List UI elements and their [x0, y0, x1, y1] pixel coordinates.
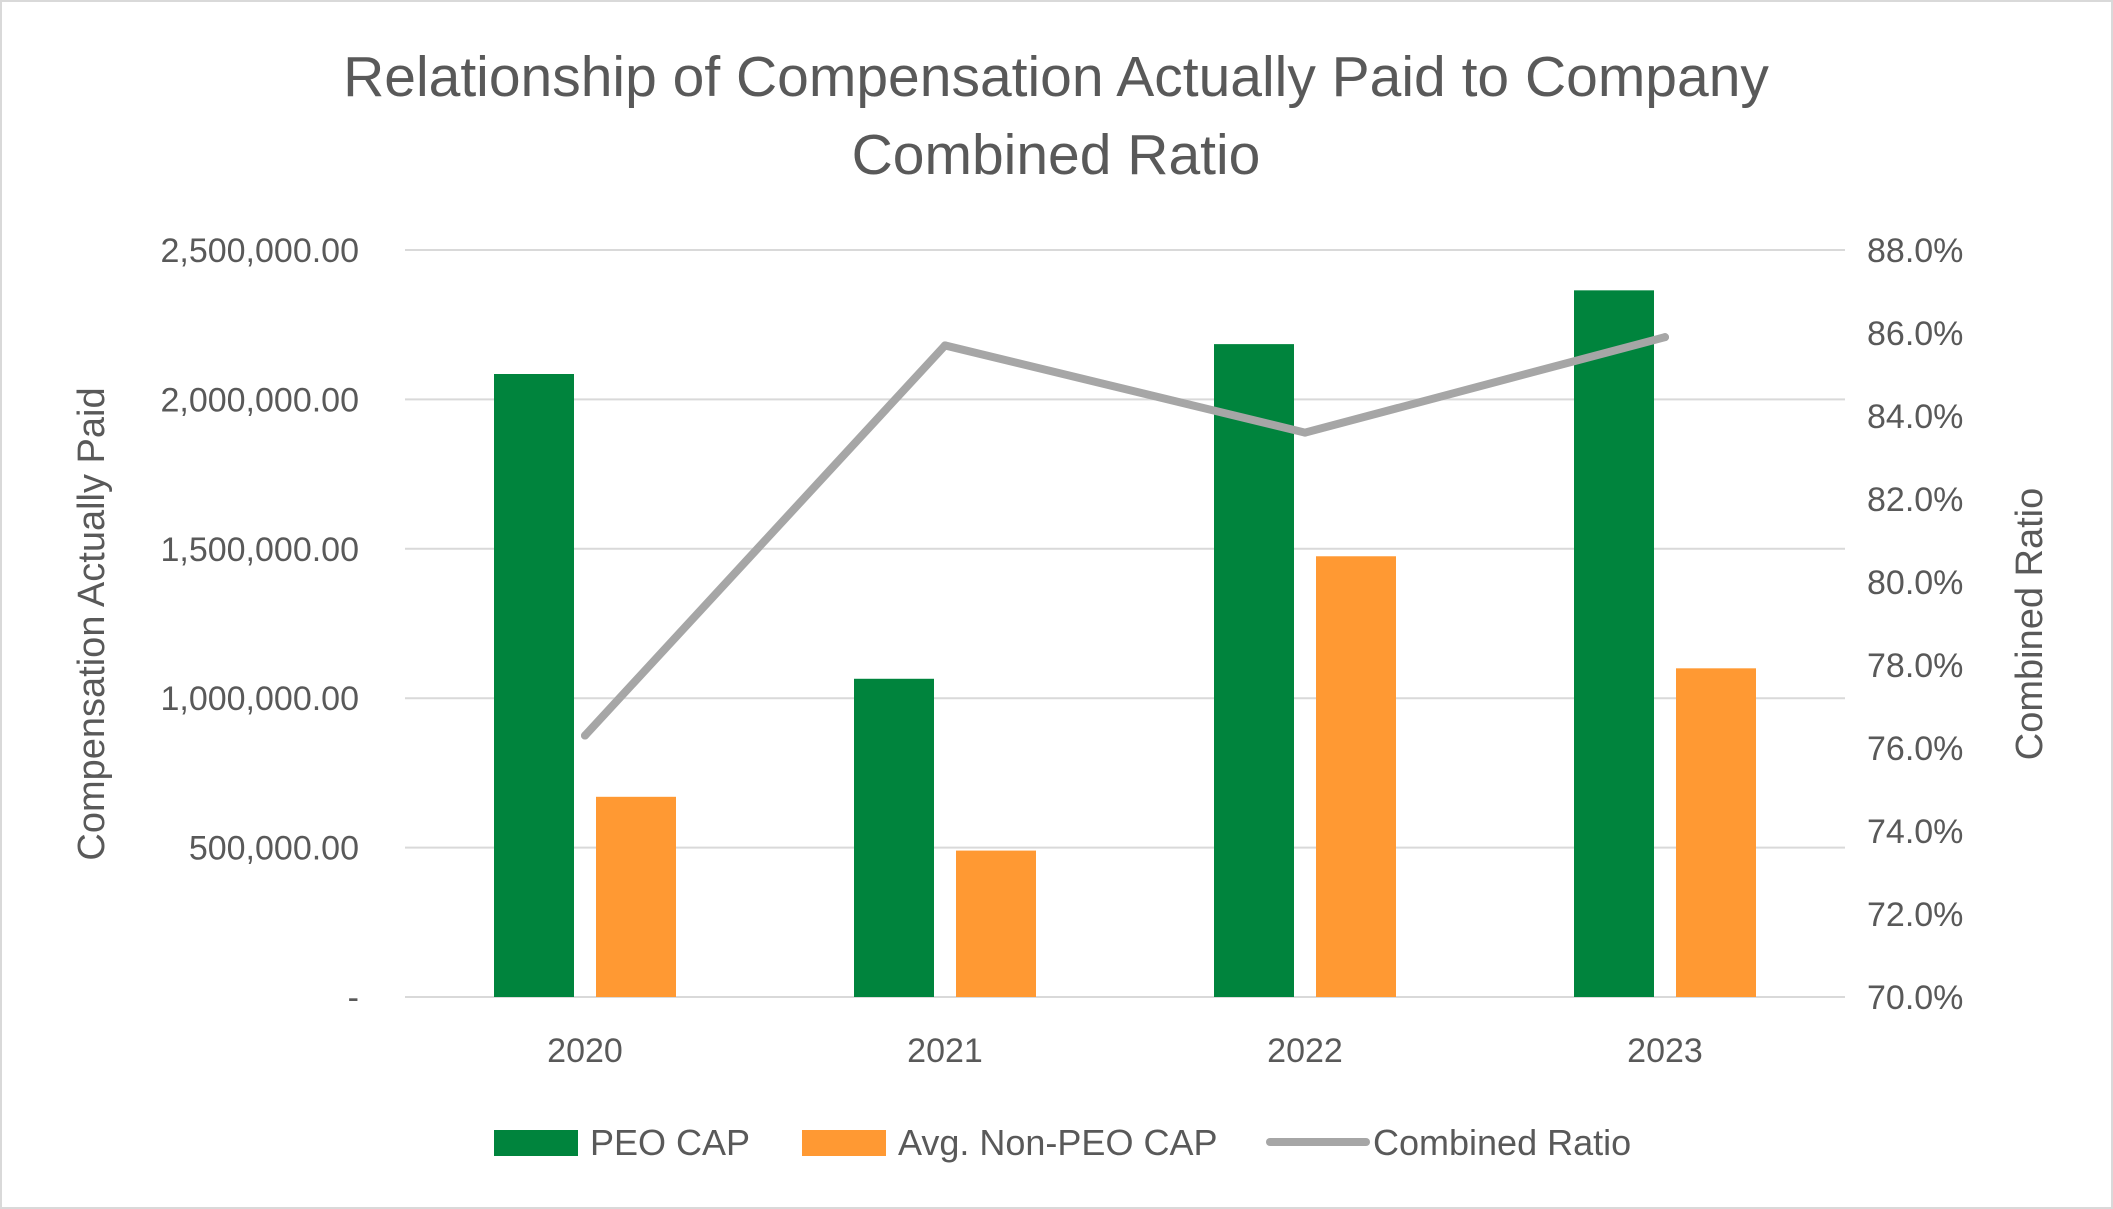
- legend-swatch-peo-cap: [494, 1130, 578, 1156]
- legend: PEO CAP Avg. Non-PEO CAP Combined Ratio: [494, 1122, 1631, 1163]
- left-tick-label: 2,000,000.00: [160, 381, 359, 419]
- x-tick-label: 2022: [1267, 1032, 1343, 1070]
- bar-avg-non-peo-cap-2022: [1316, 556, 1396, 997]
- left-tick-label: 2,500,000.00: [160, 232, 359, 270]
- bar-peo-cap-2020: [494, 374, 574, 997]
- right-tick-label: 88.0%: [1867, 232, 1963, 270]
- bar-peo-cap-2023: [1574, 290, 1654, 997]
- x-tick-label: 2021: [907, 1032, 983, 1070]
- line-series: [581, 333, 1669, 740]
- right-tick-label: 84.0%: [1867, 398, 1963, 436]
- legend-label-peo-cap: PEO CAP: [590, 1122, 750, 1163]
- legend-label-combined-ratio: Combined Ratio: [1373, 1122, 1631, 1163]
- left-tick-label: 1,500,000.00: [160, 531, 359, 569]
- x-axis-ticks: 2020 2021 2022 2023: [547, 1032, 1703, 1070]
- right-tick-label: 80.0%: [1867, 564, 1963, 602]
- point-combined-ratio-2020: [581, 731, 589, 740]
- chart-title-line-1: Relationship of Compensation Actually Pa…: [343, 45, 1769, 109]
- right-axis-label: Combined Ratio: [2009, 488, 2051, 760]
- legend-swatch-avg-non-peo-cap: [802, 1130, 886, 1156]
- left-tick-label: 1,000,000.00: [160, 680, 359, 718]
- chart-title: Relationship of Compensation Actually Pa…: [343, 45, 1769, 187]
- right-tick-label: 72.0%: [1867, 896, 1963, 934]
- right-tick-label: 74.0%: [1867, 813, 1963, 851]
- bar-avg-non-peo-cap-2023: [1676, 668, 1756, 997]
- bar-peo-cap-2021: [854, 678, 934, 997]
- point-combined-ratio-2023: [1661, 333, 1669, 342]
- right-tick-label: 70.0%: [1867, 979, 1963, 1017]
- right-tick-label: 78.0%: [1867, 647, 1963, 685]
- bar-avg-non-peo-cap-2021: [956, 850, 1036, 997]
- line-combined-ratio: [581, 333, 1669, 740]
- bar-peo-cap-2022: [1214, 344, 1294, 997]
- point-combined-ratio-2022: [1301, 428, 1309, 437]
- x-tick-label: 2020: [547, 1032, 623, 1070]
- right-axis-ticks: 70.0% 72.0% 74.0% 76.0% 78.0% 80.0% 82.0% 84.0%…: [1867, 232, 1963, 1017]
- left-axis-ticks: - 500,000.00 1,000,000.00 1,500,000.00 2,000…: [160, 232, 359, 1017]
- right-tick-label: 86.0%: [1867, 315, 1963, 353]
- right-tick-label: 82.0%: [1867, 481, 1963, 519]
- point-combined-ratio-2021: [941, 341, 949, 350]
- legend-label-avg-non-peo-cap: Avg. Non-PEO CAP: [898, 1122, 1217, 1163]
- left-tick-label: 500,000.00: [189, 830, 359, 868]
- left-axis-label: Compensation Actually Paid: [71, 387, 113, 860]
- chart-title-line-2: Combined Ratio: [852, 123, 1261, 187]
- right-tick-label: 76.0%: [1867, 730, 1963, 768]
- bar-series: [494, 290, 1756, 997]
- left-tick-label: -: [348, 979, 359, 1017]
- x-tick-label: 2023: [1627, 1032, 1703, 1070]
- bar-avg-non-peo-cap-2020: [596, 796, 676, 997]
